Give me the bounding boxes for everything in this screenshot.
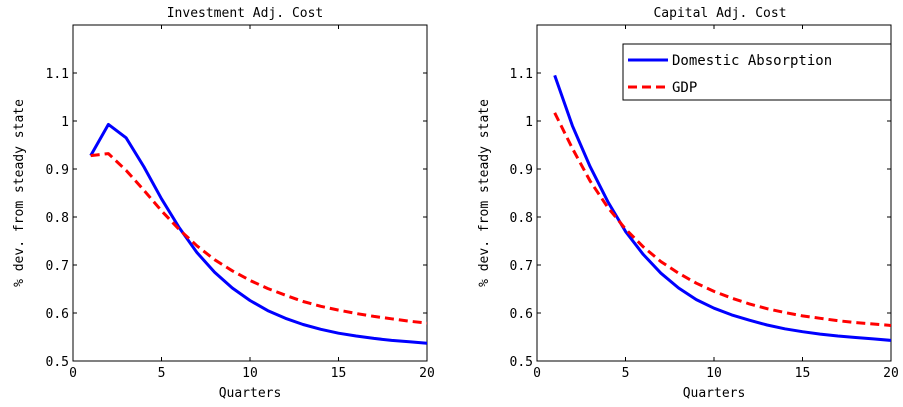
panel-capital-adj-cost: Capital Adj. Cost 0 5 10 15 20 0.50.60.70.80… (477, 6, 899, 401)
legend-box (622, 43, 892, 101)
y-axis-label-left: % dev. from steady state (12, 99, 27, 287)
series-group-right (553, 74, 892, 342)
x-tick-label: 10 (242, 366, 258, 381)
y-tick-label: 1 (525, 115, 533, 130)
legend: Domestic Absorption GDP (622, 43, 892, 101)
y-tick-label: 0.9 (46, 163, 69, 178)
x-tick-label: 5 (622, 366, 630, 381)
y-tick-label: 1.1 (510, 67, 533, 82)
y-tick-label: 0.7 (46, 259, 69, 274)
x-tick-label: 15 (795, 366, 811, 381)
y-tick-label: 0.7 (510, 259, 533, 274)
legend-label-domestic-absorption: Domestic Absorption (672, 53, 832, 69)
x-tick-label: 20 (883, 366, 899, 381)
y-tick-label: 0.8 (510, 211, 533, 226)
y-tick-label: 0.6 (510, 307, 533, 322)
y-ticks-left: 0.5 0.6 0.7 0.8 0.9 1 1.1 (46, 67, 427, 370)
y-tick-label: 0.9 (510, 163, 533, 178)
x-tick-label: 15 (331, 366, 347, 381)
legend-label-gdp: GDP (672, 80, 697, 96)
panel-investment-adj-cost: Investment Adj. Cost 0 5 10 15 20 0.50.60.70… (12, 6, 435, 401)
x-tick-label: 5 (158, 366, 166, 381)
x-tick-label: 20 (419, 366, 435, 381)
series-group-left (89, 122, 428, 345)
x-axis-label-right: Quarters (683, 386, 746, 401)
x-tick-label: 0 (69, 366, 77, 381)
y-tick-label: 1 (61, 115, 69, 130)
y-tick-label: 0.6 (46, 307, 69, 322)
series-line-domestic-absorption (89, 122, 428, 345)
y-tick-label: 1.1 (46, 67, 69, 82)
series-line-domestic-absorption (553, 74, 892, 342)
x-ticks-right: 0 5 10 15 20 (533, 25, 899, 381)
x-ticks-left: 0 5 10 15 20 (69, 25, 435, 381)
y-axis-label-right: % dev. from steady state (477, 99, 492, 287)
y-tick-label: 0.5 (510, 355, 533, 370)
x-tick-label: 0 (533, 366, 541, 381)
y-tick-label: 0.8 (46, 211, 69, 226)
plot-frame-left (72, 24, 428, 362)
chart-title-left: Investment Adj. Cost (167, 6, 324, 21)
y-ticks-right: 0.5 0.6 0.7 0.8 0.9 1 1.1 (510, 67, 891, 370)
series-line-gdp (90, 152, 428, 325)
series-line-gdp (553, 112, 892, 327)
x-tick-label: 10 (706, 366, 722, 381)
x-axis-label-left: Quarters (219, 386, 282, 401)
y-tick-label: 0.5 (46, 355, 69, 370)
chart-title-right: Capital Adj. Cost (653, 6, 786, 21)
